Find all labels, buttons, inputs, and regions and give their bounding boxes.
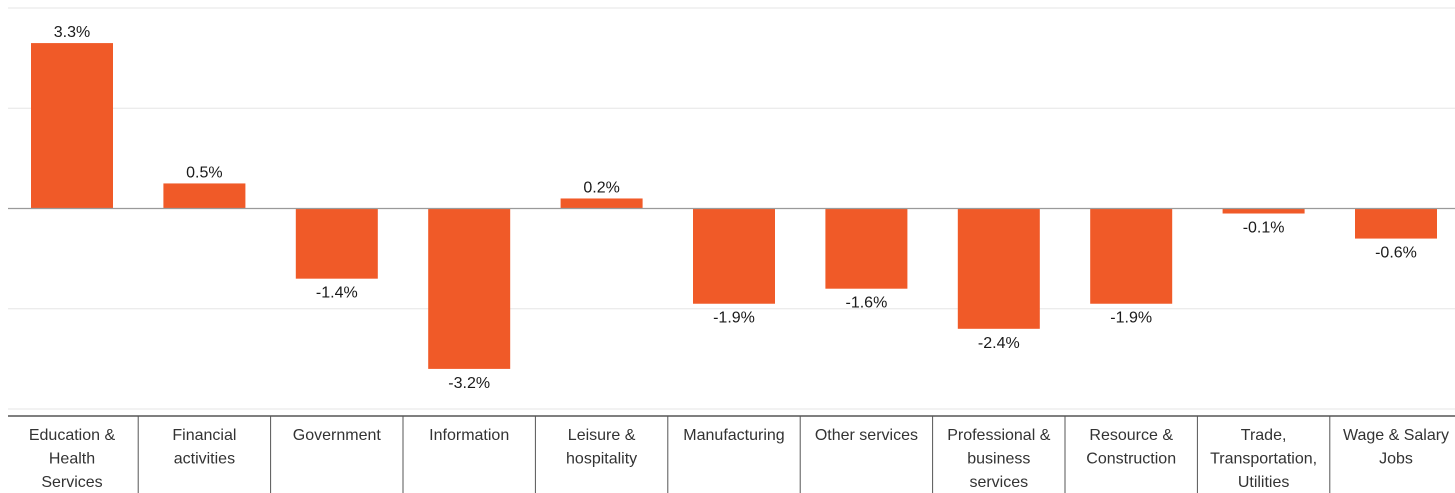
data-label: -1.4% xyxy=(316,285,358,302)
category-label: Resource & Construction xyxy=(1086,427,1176,468)
category-label-line: Information xyxy=(429,427,509,444)
data-label: 3.3% xyxy=(54,24,90,41)
category-label-line: Utilities xyxy=(1238,474,1290,491)
category-label-line: Health xyxy=(49,451,95,468)
data-label: -0.6% xyxy=(1375,245,1417,262)
category-label: Other services xyxy=(815,427,918,444)
category-label-line: Trade, xyxy=(1241,427,1287,444)
data-label: -1.9% xyxy=(1110,310,1152,327)
category-label: Leisure & hospitality xyxy=(566,427,637,468)
category-label: Government xyxy=(293,427,382,444)
bar xyxy=(561,198,643,208)
category-label: Financial activities xyxy=(172,427,236,468)
data-label: -3.2% xyxy=(448,375,490,392)
category-label: Education & Health Services xyxy=(29,427,116,491)
category-label-line: Financial xyxy=(172,427,236,444)
category-label-line: activities xyxy=(174,451,235,468)
bar xyxy=(428,209,510,369)
category-label-line: Transportation, xyxy=(1210,451,1317,468)
category-axis: Education & Health Services Financial activi… xyxy=(8,416,1455,493)
category-label-line: Other services xyxy=(815,427,918,444)
category-label-line: Construction xyxy=(1086,451,1176,468)
data-label: -1.9% xyxy=(713,310,755,327)
category-label: Manufacturing xyxy=(683,427,784,444)
data-label: -2.4% xyxy=(978,335,1020,352)
bar xyxy=(958,209,1040,329)
bar xyxy=(1223,209,1305,214)
category-label-line: Resource & xyxy=(1089,427,1173,444)
bar xyxy=(1090,209,1172,304)
data-label: 0.5% xyxy=(186,164,222,181)
data-label: -0.1% xyxy=(1243,220,1285,237)
category-label-line: services xyxy=(969,474,1028,491)
bar xyxy=(1355,209,1437,239)
bar xyxy=(163,183,245,208)
category-label: Wage & Salary Jobs xyxy=(1343,427,1449,468)
category-label: Professional & business services xyxy=(947,427,1050,491)
category-label-line: Manufacturing xyxy=(683,427,784,444)
data-label: 0.2% xyxy=(583,179,619,196)
category-label-line: Government xyxy=(293,427,382,444)
category-label-line: Services xyxy=(41,474,102,491)
bar xyxy=(825,209,907,289)
category-label: Information xyxy=(429,427,509,444)
category-label-line: business xyxy=(967,451,1030,468)
bar xyxy=(693,209,775,304)
category-label-line: Leisure & xyxy=(568,427,636,444)
data-label: -1.6% xyxy=(846,295,888,312)
category-label-line: Jobs xyxy=(1379,451,1413,468)
category-label-line: Professional & xyxy=(947,427,1050,444)
category-label-line: Wage & Salary xyxy=(1343,427,1449,444)
category-label-line: hospitality xyxy=(566,451,637,468)
category-label-line: Education & xyxy=(29,427,116,444)
bar xyxy=(296,209,378,279)
category-label: Trade, Transportation, Utilities xyxy=(1210,427,1317,491)
bar xyxy=(31,43,113,208)
